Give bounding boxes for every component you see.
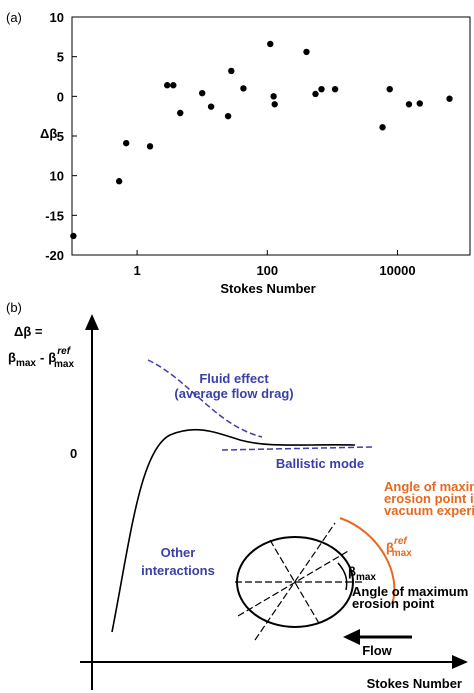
- point: [379, 124, 386, 131]
- point: [163, 82, 171, 89]
- point: [446, 95, 453, 102]
- plot-frame: [71, 16, 471, 256]
- point: [267, 40, 274, 48]
- arrow-head: [452, 655, 468, 669]
- vacuum-note: erosion point in: [384, 491, 474, 506]
- angle-arc: [337, 562, 348, 591]
- beta-max: max: [356, 572, 376, 583]
- ref-arc: [339, 517, 396, 605]
- x-tick-label: 10000: [379, 263, 415, 278]
- point: [270, 93, 277, 100]
- zero-label: 0: [70, 446, 77, 461]
- angle-lines: [235, 522, 362, 641]
- x-label: Stokes Number: [367, 676, 462, 691]
- y-tick-label: -20: [45, 248, 64, 263]
- point: [228, 67, 235, 75]
- fluid-label: Fluid effect: [199, 371, 269, 386]
- vacuum-note: vacuum experiment: [384, 503, 474, 518]
- point: [177, 109, 184, 117]
- y-tick-label: 5: [57, 129, 64, 144]
- y-tick-label: 10: [50, 169, 64, 184]
- point: [240, 85, 247, 92]
- y-label: β: [8, 350, 16, 365]
- point: [312, 90, 319, 98]
- point: [146, 143, 154, 150]
- point: [122, 139, 130, 147]
- point: [386, 85, 393, 93]
- point: [224, 112, 232, 120]
- flow-label: Flow: [362, 643, 392, 658]
- point: [405, 101, 413, 108]
- y-axis-label: Δβ: [40, 126, 57, 141]
- beta-ref: ref: [394, 536, 408, 547]
- beta-max: β: [348, 564, 356, 579]
- y-label: -: [40, 350, 44, 365]
- panel-label: (a): [6, 10, 22, 25]
- x-axis-label: Stokes Number: [220, 281, 315, 296]
- beta-ref: β: [386, 540, 394, 555]
- y-label: ref: [57, 346, 71, 357]
- beta-ref: max: [392, 548, 412, 559]
- point: [198, 89, 206, 97]
- beta-ref: βref max: [386, 536, 412, 559]
- y-tick-label: 10: [50, 10, 64, 25]
- ballistic-label: Ballistic mode: [276, 456, 364, 471]
- y-label: max: [16, 358, 36, 369]
- beta-max: βmax: [348, 564, 376, 583]
- curve: [111, 428, 356, 633]
- arrow-head: [343, 629, 360, 645]
- point: [115, 178, 123, 185]
- y-label: max: [54, 359, 74, 370]
- point: [70, 232, 77, 240]
- fluid-note: (average flow drag): [174, 386, 293, 401]
- erosion-note: Angle of maximum: [352, 584, 468, 599]
- point: [318, 85, 325, 93]
- y-label: Δβ =: [14, 324, 43, 339]
- point: [331, 85, 339, 93]
- y-tick-label: -15: [45, 208, 64, 223]
- panel-label: (b): [6, 300, 22, 315]
- point: [170, 82, 177, 89]
- point: [271, 101, 278, 108]
- other-label: interactions: [141, 563, 215, 578]
- point: [416, 100, 423, 107]
- fluid-curve: [147, 359, 263, 438]
- other-label: Other: [161, 545, 196, 560]
- vacuum-note: Angle of maximum: [384, 479, 474, 494]
- y-tick-label: 0: [57, 89, 64, 104]
- x-tick-label: 1: [133, 263, 140, 278]
- point: [207, 103, 215, 110]
- point: [303, 48, 310, 56]
- y-label: β: [48, 350, 56, 365]
- arrow-head: [85, 314, 99, 330]
- x-tick-label: 100: [256, 263, 278, 278]
- y-label: βmax - βref max: [8, 346, 74, 370]
- y-tick-label: 5: [57, 50, 64, 65]
- diagram: (b) Δβ = βmax - βref max 0 Fluid effect (av…: [6, 300, 474, 691]
- erosion-note: erosion point: [352, 596, 435, 611]
- ballistic-line: [221, 446, 373, 451]
